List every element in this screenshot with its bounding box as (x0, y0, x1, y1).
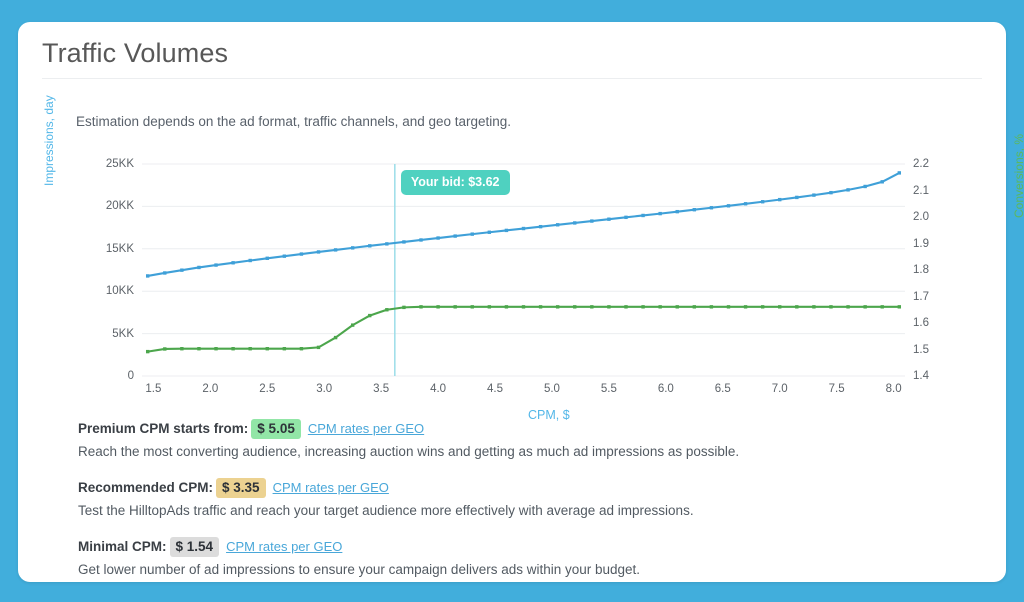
y-axis-label-impressions: Impressions, day (42, 95, 56, 186)
x-tick: 2.5 (259, 383, 276, 395)
y-tick: 0 (127, 370, 134, 382)
y2-tick: 2.1 (913, 184, 929, 197)
y-tick: 25KK (105, 158, 134, 170)
cpm-label: Minimal CPM: (78, 539, 167, 554)
title-divider (42, 78, 982, 79)
cpm-rates-per-geo-link[interactable]: CPM rates per GEO (272, 480, 389, 495)
x-tick: 1.5 (145, 383, 162, 395)
cpm-info-section: Premium CPM starts from: $ 5.05 CPM rates … (78, 419, 978, 597)
gridlines (142, 163, 905, 377)
y2-tick: 2.0 (913, 211, 929, 223)
cpm-rates-per-geo-link[interactable]: CPM rates per GEO (307, 421, 425, 436)
y2-tick: 2.2 (913, 158, 929, 170)
x-tick: 7.0 (771, 383, 788, 395)
x-tick: 3.0 (316, 383, 333, 395)
y2-tick: 1.6 (913, 317, 929, 329)
x-tick: 4.5 (487, 383, 504, 395)
cpm-description: Reach the most converting audience, incr… (78, 444, 740, 459)
cpm-row: Minimal CPM: $ 1.54 CPM rates per GEO (78, 537, 978, 557)
page-title: Traffic Volumes (42, 38, 229, 68)
y-tick: 20KK (105, 200, 134, 213)
x-tick: 5.5 (600, 383, 617, 395)
y2-tick: 1.8 (913, 264, 929, 276)
traffic-volumes-chart: Impressions, day Conversions, % CPM, $ 0… (42, 95, 1024, 422)
y2-axis-label-conversions: Conversions, % (1012, 134, 1024, 218)
y-tick: 10KK (105, 285, 134, 298)
x-axis-label-cpm: CPM, $ (528, 408, 570, 422)
cpm-row: Recommended CPM: $ 3.35 CPM rates per GEO (78, 478, 978, 498)
cpm-value-badge: $ 3.35 (216, 478, 266, 498)
conversions-points (145, 305, 902, 354)
x-tick: 7.5 (828, 383, 845, 395)
y2-tick: 1.9 (913, 237, 929, 250)
y-tick: 15KK (105, 242, 134, 255)
estimation-note: Estimation depends on the ad format, tra… (76, 114, 512, 129)
y2-tick: 1.4 (913, 370, 929, 382)
cpm-rates-per-geo-link[interactable]: CPM rates per GEO (226, 539, 343, 554)
plot-area (142, 163, 905, 377)
x-tick: 8.0 (885, 383, 902, 395)
cpm-value-badge: $ 1.54 (169, 537, 220, 557)
cpm-description: Get lower number of ad impressions to en… (78, 562, 641, 577)
traffic-volumes-card: Traffic Volumes Estimation depends on th… (18, 22, 1024, 582)
cpm-label: Premium CPM starts from: (78, 421, 249, 436)
impressions-points (145, 171, 902, 278)
y2-tick: 1.5 (913, 343, 929, 356)
cpm-label: Recommended CPM: (78, 480, 214, 495)
cpm-row: Premium CPM starts from: $ 5.05 CPM rates … (78, 419, 978, 439)
x-tick: 6.5 (714, 383, 731, 395)
x-tick: 3.5 (373, 383, 390, 395)
impressions-line (147, 171, 900, 277)
y-tick: 5KK (112, 327, 134, 340)
bid-tooltip: Your bid: $3.62 (400, 170, 510, 195)
x-tick: 4.0 (430, 383, 447, 395)
x-tick: 6.0 (657, 383, 674, 395)
y2-tick: 1.7 (913, 290, 929, 303)
x-tick: 2.0 (202, 383, 219, 395)
cpm-value-badge: $ 5.05 (251, 419, 301, 439)
conversions-line (147, 305, 900, 353)
x-tick: 5.0 (543, 383, 560, 395)
cpm-description: Test the HilltopAds traffic and reach yo… (78, 503, 694, 518)
